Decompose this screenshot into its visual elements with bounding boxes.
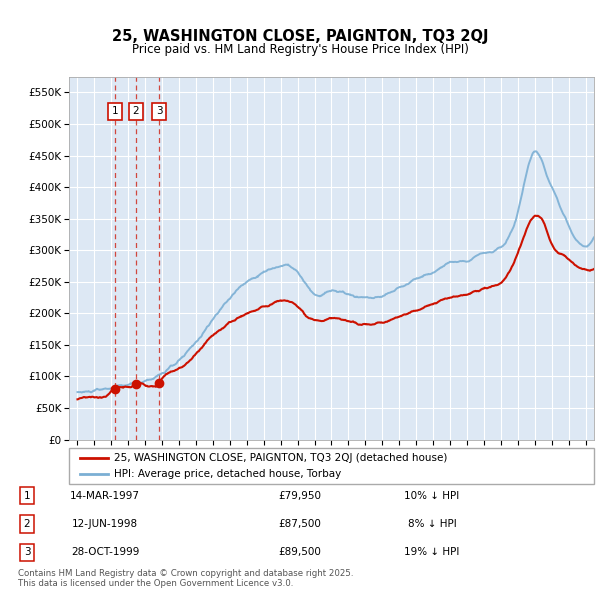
Text: 1: 1 — [23, 491, 31, 500]
Text: £89,500: £89,500 — [278, 548, 322, 557]
Text: HPI: Average price, detached house, Torbay: HPI: Average price, detached house, Torb… — [113, 469, 341, 479]
Text: 2: 2 — [23, 519, 31, 529]
Text: Price paid vs. HM Land Registry's House Price Index (HPI): Price paid vs. HM Land Registry's House … — [131, 43, 469, 56]
Text: 1: 1 — [112, 106, 118, 116]
Text: 14-MAR-1997: 14-MAR-1997 — [70, 491, 140, 500]
Text: 3: 3 — [156, 106, 163, 116]
Text: 3: 3 — [23, 548, 31, 557]
Text: 10% ↓ HPI: 10% ↓ HPI — [404, 491, 460, 500]
Text: 28-OCT-1999: 28-OCT-1999 — [71, 548, 139, 557]
Text: 25, WASHINGTON CLOSE, PAIGNTON, TQ3 2QJ: 25, WASHINGTON CLOSE, PAIGNTON, TQ3 2QJ — [112, 29, 488, 44]
Text: 25, WASHINGTON CLOSE, PAIGNTON, TQ3 2QJ (detached house): 25, WASHINGTON CLOSE, PAIGNTON, TQ3 2QJ … — [113, 453, 447, 463]
Text: £79,950: £79,950 — [278, 491, 322, 500]
Text: 8% ↓ HPI: 8% ↓ HPI — [407, 519, 457, 529]
Text: £87,500: £87,500 — [278, 519, 322, 529]
Text: 12-JUN-1998: 12-JUN-1998 — [72, 519, 138, 529]
Text: 2: 2 — [133, 106, 139, 116]
Text: Contains HM Land Registry data © Crown copyright and database right 2025.
This d: Contains HM Land Registry data © Crown c… — [18, 569, 353, 588]
Text: 19% ↓ HPI: 19% ↓ HPI — [404, 548, 460, 557]
